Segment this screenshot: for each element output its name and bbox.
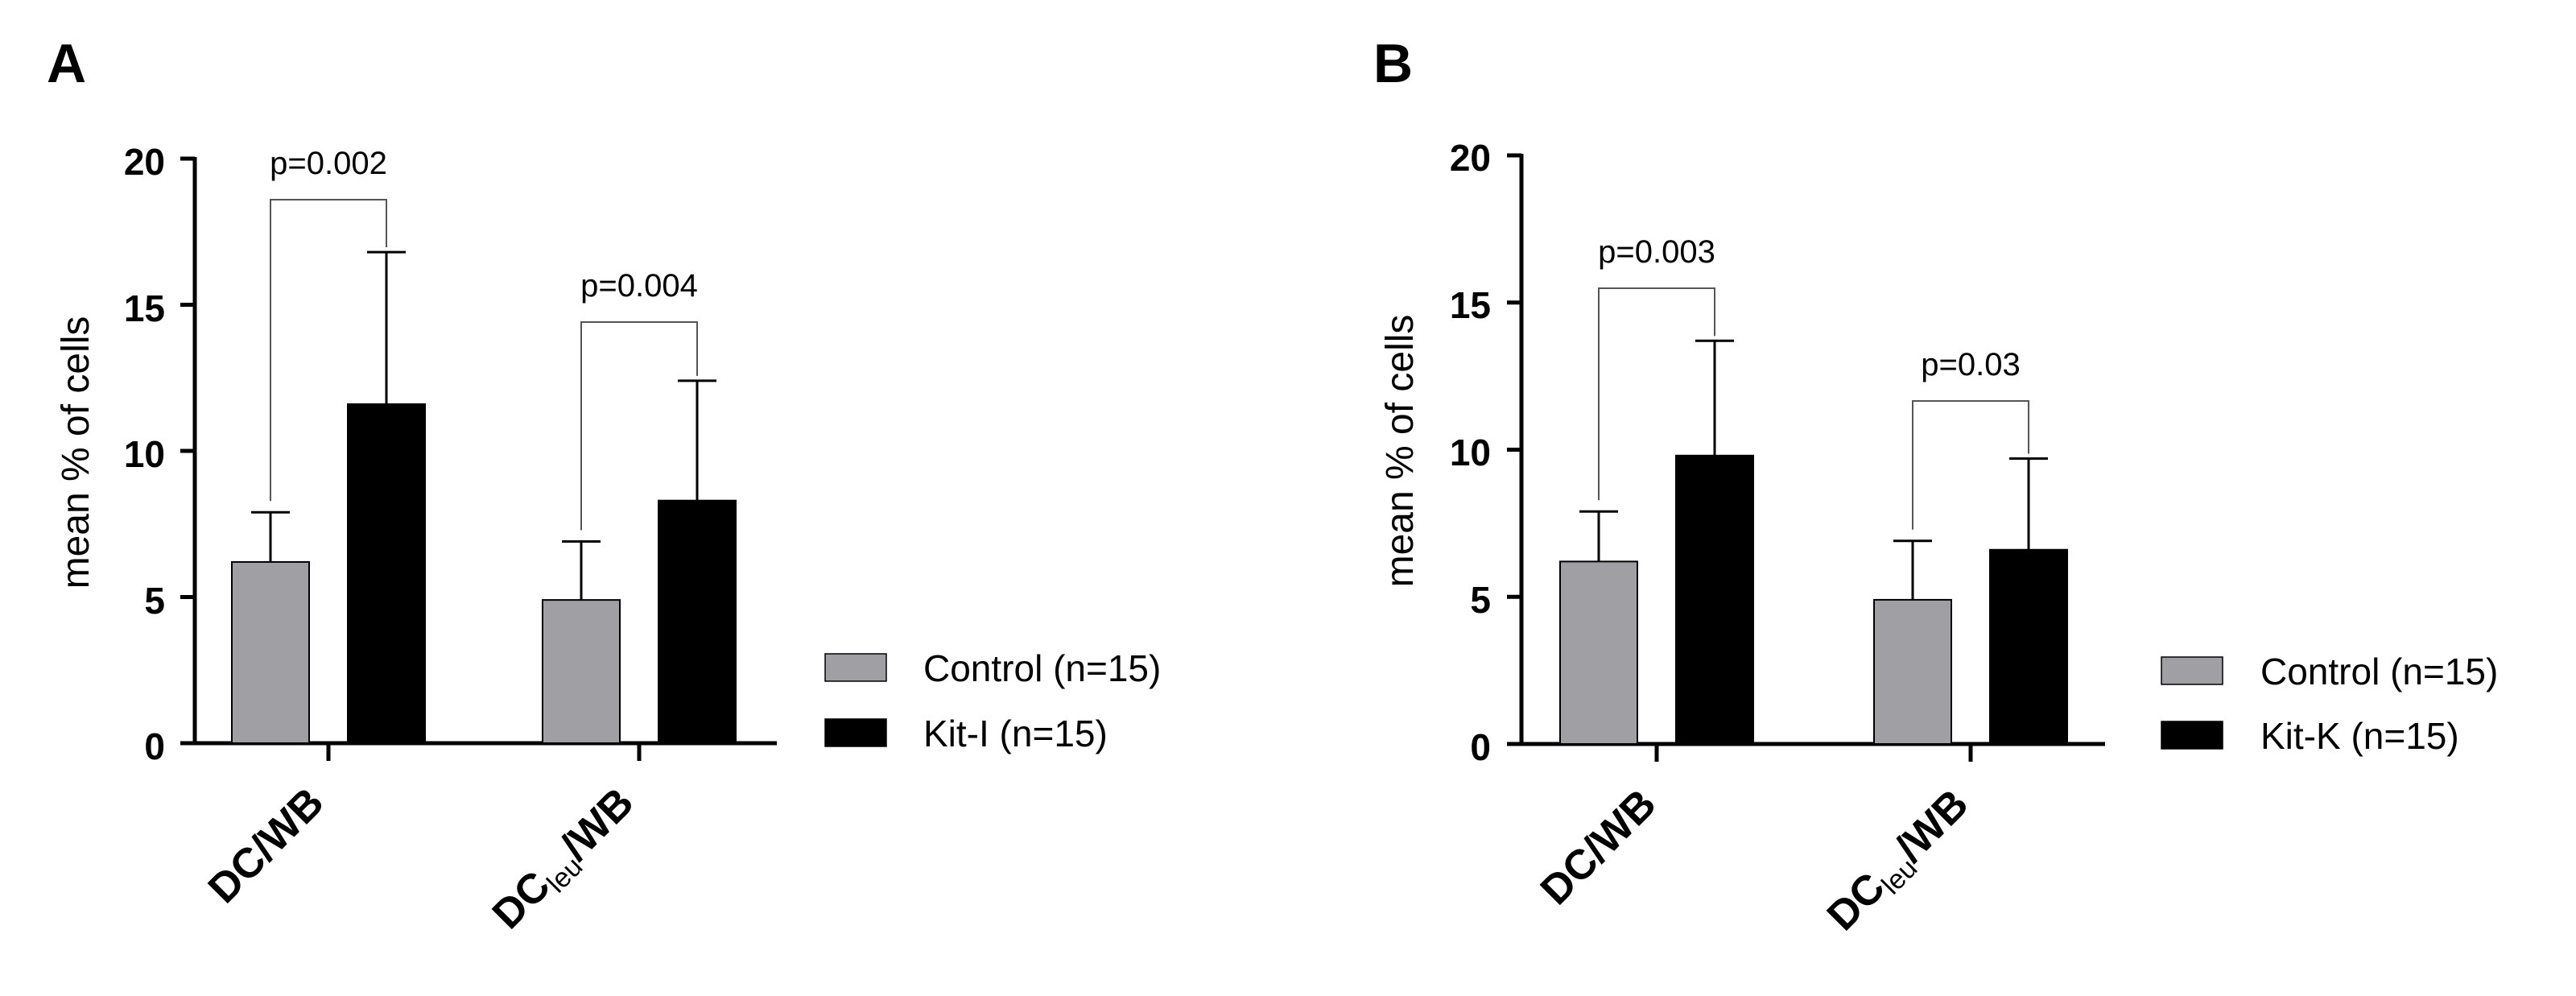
bar bbox=[1559, 560, 1638, 746]
panel-a: A mean % of cells 20 15 10 5 0 DC/WB DCl… bbox=[47, 33, 1161, 941]
legend-swatch-kit bbox=[2161, 721, 2223, 750]
y-tick-label: 0 bbox=[144, 725, 165, 767]
x-tick-main: DC/WB bbox=[200, 779, 333, 912]
y-axis-label: mean % of cells bbox=[55, 316, 97, 589]
x-tick-label: DC/WB bbox=[200, 779, 333, 912]
panel-b: B mean % of cells 20 15 10 5 0 DC/WB DCl… bbox=[1373, 33, 2498, 943]
legend-label: Control (n=15) bbox=[923, 647, 1161, 689]
p-value-label: p=0.002 bbox=[270, 146, 387, 181]
x-tick-label: DCleu/WB bbox=[1818, 780, 1981, 943]
bar bbox=[231, 560, 310, 744]
legend-label: Kit-I (n=15) bbox=[923, 713, 1108, 754]
significance-bracket bbox=[270, 199, 387, 502]
panel-label: A bbox=[47, 33, 86, 94]
legend-label: Control (n=15) bbox=[2260, 651, 2498, 692]
bar bbox=[1675, 454, 1754, 745]
x-tick-label: DC/WB bbox=[1532, 780, 1666, 914]
panel-label: B bbox=[1373, 33, 1413, 94]
x-tick-main: DC/WB bbox=[1532, 780, 1666, 914]
bar bbox=[1873, 598, 1952, 746]
y-tick-label: 10 bbox=[1450, 432, 1491, 473]
bar bbox=[658, 499, 737, 745]
y-tick-label: 20 bbox=[1450, 137, 1491, 179]
y-tick-label: 15 bbox=[1450, 284, 1491, 326]
y-tick-label: 10 bbox=[124, 433, 165, 475]
y-tick-label: 15 bbox=[124, 287, 165, 329]
y-tick-label: 0 bbox=[1470, 726, 1491, 768]
y-tick-label: 5 bbox=[144, 580, 165, 622]
x-tick-label: DCleu/WB bbox=[484, 779, 646, 941]
legend-swatch-control bbox=[824, 653, 887, 682]
legend-swatch-control bbox=[2161, 656, 2223, 685]
p-value-label: p=0.004 bbox=[580, 268, 698, 304]
p-value-label: p=0.003 bbox=[1598, 234, 1715, 270]
y-tick-label: 5 bbox=[1470, 579, 1491, 621]
significance-bracket bbox=[1598, 287, 1715, 501]
bar bbox=[347, 403, 426, 744]
legend-label: Kit-K (n=15) bbox=[2260, 715, 2459, 757]
p-value-label: p=0.03 bbox=[1921, 347, 2020, 382]
legend-swatch-kit bbox=[824, 718, 887, 747]
plot-area bbox=[180, 156, 777, 761]
bar bbox=[542, 599, 621, 744]
bar bbox=[1989, 548, 2068, 746]
significance-bracket bbox=[580, 321, 698, 531]
plot-area bbox=[1507, 153, 2105, 762]
y-tick-label: 20 bbox=[124, 141, 165, 183]
y-axis-label: mean % of cells bbox=[1379, 315, 1422, 588]
significance-bracket bbox=[1912, 400, 2029, 530]
